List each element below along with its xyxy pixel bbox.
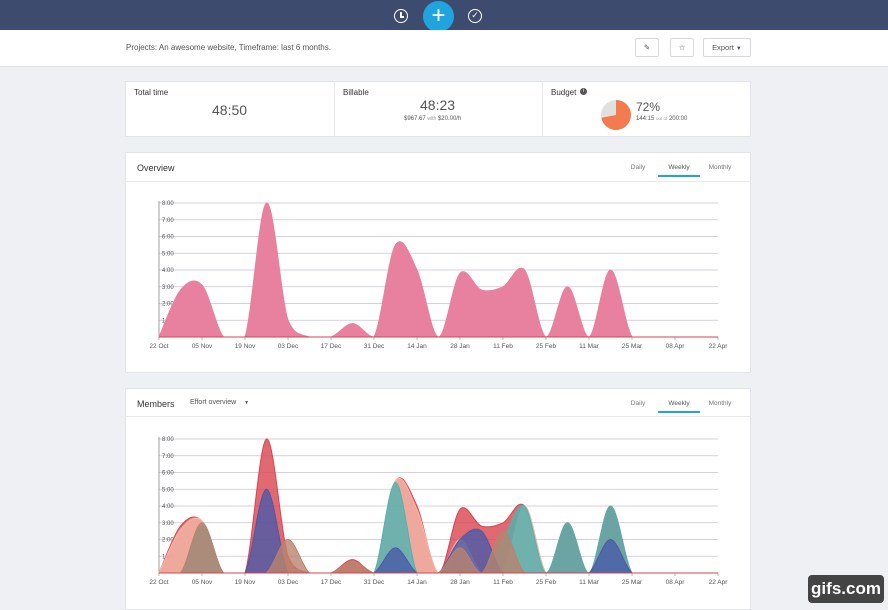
series-area: [158, 477, 718, 574]
y-tick-label: 2:00: [162, 538, 174, 544]
pencil-icon: ✎: [643, 43, 651, 52]
x-tick-label: 22 Oct: [149, 579, 168, 586]
budget-percent: 72%: [636, 100, 661, 114]
budget-total: 200:00: [668, 116, 688, 122]
y-tick-label: 4:00: [162, 504, 174, 510]
x-tick-label: 31 Dec: [364, 343, 385, 350]
series-area: [159, 488, 718, 574]
check-circle-icon[interactable]: ✓: [468, 9, 482, 23]
x-tick-label: 11 Feb: [493, 579, 513, 586]
x-tick-label: 25 Mar: [622, 343, 643, 350]
y-tick-label: 5:00: [162, 251, 174, 257]
y-tick-label: 4:00: [162, 268, 174, 274]
y-tick-label: 2:00: [162, 302, 174, 308]
tab-daily[interactable]: Daily: [630, 164, 646, 171]
x-tick-label: 28 Jan: [450, 579, 470, 586]
y-tick-label: 6:00: [162, 471, 174, 477]
export-button[interactable]: Export ▼: [703, 38, 751, 57]
total-time-value: 48:50: [212, 102, 248, 118]
x-tick-label: 05 Nov: [192, 579, 213, 586]
divider: [126, 181, 750, 182]
clock-icon[interactable]: [394, 9, 408, 23]
series-area: [159, 481, 718, 574]
y-tick-label: 7:00: [162, 218, 174, 224]
favorite-button[interactable]: ☆: [670, 38, 694, 57]
members-title: Members: [137, 399, 175, 409]
info-icon[interactable]: i: [580, 88, 587, 95]
divider: [542, 82, 543, 136]
x-tick-label: 19 Nov: [235, 343, 256, 350]
caret-down-icon: ▼: [735, 46, 742, 52]
x-tick-label: 22 Apr: [709, 343, 729, 350]
tab-monthly[interactable]: Monthly: [708, 400, 732, 407]
x-tick-label: 14 Jan: [407, 343, 427, 350]
divider: [126, 416, 750, 417]
add-button[interactable]: +: [423, 1, 454, 32]
tab-weekly[interactable]: Weekly: [658, 400, 700, 413]
x-tick-label: 17 Dec: [321, 579, 342, 586]
tab-monthly[interactable]: Monthly: [708, 164, 732, 171]
y-tick-label: 8:00: [162, 437, 174, 443]
billable-value: 48:23: [420, 97, 456, 113]
series-area: [159, 522, 718, 574]
x-tick-label: 22 Oct: [149, 343, 168, 350]
budget-pie-chart: [601, 100, 632, 130]
effort-dropdown-label: Effort overview: [190, 399, 237, 406]
project-filter-bar: Projects: An awesome website, Timeframe:…: [0, 30, 888, 67]
billable-with: with: [427, 116, 437, 122]
x-tick-label: 25 Feb: [536, 579, 557, 586]
budget-of: out of: [656, 116, 668, 121]
members-card: Members Effort overview ▼ Daily Weekly M…: [125, 388, 751, 610]
star-icon: ☆: [678, 43, 686, 52]
y-tick-label: 3:00: [162, 521, 174, 527]
x-tick-label: 08 Apr: [666, 343, 686, 350]
billable-label: Billable: [343, 88, 369, 97]
stats-card: Total time 48:50 Billable 48:23 $967.67 …: [125, 81, 751, 137]
divider: [334, 82, 335, 136]
x-tick-label: 25 Feb: [536, 343, 557, 350]
total-time-label: Total time: [134, 88, 169, 97]
gifs-watermark: gifs.com: [808, 575, 884, 603]
series-area: [158, 202, 718, 338]
edit-button[interactable]: ✎: [635, 38, 659, 57]
x-tick-label: 19 Nov: [235, 579, 256, 586]
billable-rate: $20.00/h: [437, 116, 462, 122]
y-tick-label: 6:00: [162, 235, 174, 241]
x-tick-label: 11 Mar: [579, 579, 600, 586]
y-tick-label: 7:00: [162, 454, 174, 460]
x-tick-label: 28 Jan: [450, 343, 470, 350]
x-tick-label: 11 Feb: [493, 343, 513, 350]
y-tick-label: 8:00: [162, 201, 174, 207]
overview-title: Overview: [137, 163, 175, 173]
y-tick-label: 3:00: [162, 285, 174, 291]
export-label: Export: [712, 43, 734, 52]
tab-daily[interactable]: Daily: [630, 400, 646, 407]
x-tick-label: 11 Mar: [579, 343, 600, 350]
budget-used: 144:15: [636, 116, 655, 122]
overview-card: Overview Daily Weekly Monthly 1:002:003:…: [125, 152, 751, 373]
effort-dropdown[interactable]: Effort overview ▼: [190, 399, 249, 406]
x-tick-label: 03 Dec: [278, 579, 299, 586]
billable-subtext: $967.67 with $20.00/h: [404, 116, 461, 122]
x-tick-label: 05 Nov: [192, 343, 213, 350]
tab-weekly[interactable]: Weekly: [658, 164, 700, 177]
budget-subtext: 144:15 out of 200:00: [636, 116, 687, 122]
x-tick-label: 03 Dec: [278, 343, 299, 350]
x-tick-label: 25 Mar: [622, 579, 643, 586]
caret-down-icon: ▼: [244, 400, 250, 406]
project-summary-text: Projects: An awesome website, Timeframe:…: [126, 43, 331, 52]
x-tick-label: 22 Apr: [709, 579, 729, 586]
budget-label: Budget: [551, 88, 577, 97]
billable-amount: $967.67: [404, 116, 426, 122]
x-tick-label: 14 Jan: [407, 579, 427, 586]
x-tick-label: 31 Dec: [364, 579, 385, 586]
x-tick-label: 08 Apr: [666, 579, 686, 586]
y-tick-label: 5:00: [162, 487, 174, 493]
x-tick-label: 17 Dec: [321, 343, 342, 350]
top-navigation-bar: + ✓: [0, 0, 888, 32]
